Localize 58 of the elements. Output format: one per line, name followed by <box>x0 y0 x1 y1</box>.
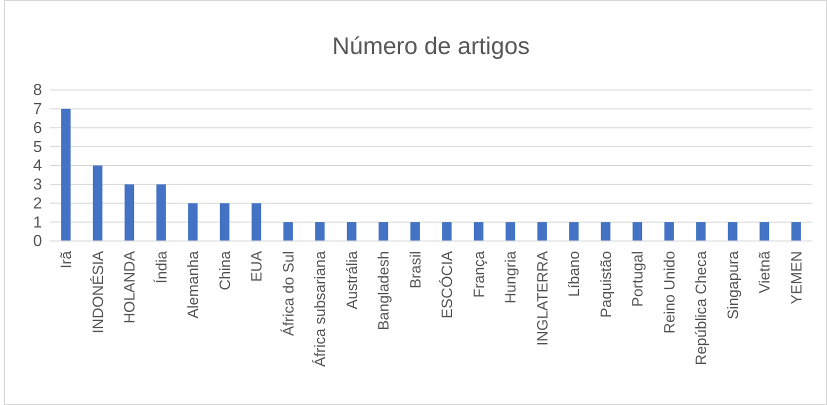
bar <box>474 222 484 241</box>
x-tick-label: Irã <box>58 250 76 269</box>
bar <box>92 166 102 241</box>
x-tick-label: Reino Unido <box>661 251 678 334</box>
x-tick-label: África subsariana <box>311 250 330 367</box>
x-tick-label: Hungria <box>502 250 520 304</box>
bar <box>600 222 610 241</box>
bar <box>791 222 801 241</box>
x-tick-label: China <box>216 250 234 290</box>
y-tick-label: 7 <box>33 100 42 118</box>
x-tick-label: Paquistão <box>598 251 615 318</box>
bar <box>696 222 706 241</box>
bar <box>283 222 293 241</box>
x-tick-label: INGLATERRA <box>534 251 552 346</box>
y-tick-label: 2 <box>33 195 42 212</box>
x-tick-label: Brasil <box>407 251 424 289</box>
x-tick-label: Singapura <box>724 250 742 320</box>
bar <box>442 222 452 241</box>
y-tick-label: 3 <box>33 176 42 194</box>
bar <box>220 203 230 241</box>
bar <box>506 222 516 241</box>
x-tick-label: Portugal <box>630 251 647 307</box>
bar <box>61 108 71 241</box>
y-tick-label: 4 <box>33 158 42 175</box>
y-tick-label: 0 <box>33 233 42 250</box>
bar <box>346 222 356 241</box>
y-tick-label: 5 <box>33 138 42 156</box>
x-tick-label: Bangladesh <box>376 251 393 330</box>
y-tick-label: 8 <box>33 82 42 100</box>
bar <box>664 222 674 241</box>
x-tick-label: YEMEN <box>788 251 806 304</box>
x-tick-label: EUA <box>248 251 266 282</box>
x-tick-label: Líbano <box>566 251 584 297</box>
bar <box>537 222 547 241</box>
bar <box>315 222 325 241</box>
x-tick-label: Alemanha <box>185 250 202 319</box>
x-tick-label: África do Sul <box>279 251 298 336</box>
chart-title: Número de artigos <box>332 33 530 60</box>
bar <box>760 222 770 241</box>
bar <box>252 203 262 241</box>
y-tick-label: 1 <box>33 214 42 232</box>
bar <box>124 184 134 241</box>
bar <box>728 222 738 241</box>
bar <box>569 222 579 241</box>
x-tick-label: ESCÓCIA <box>438 251 456 319</box>
x-tick-label: Austrália <box>344 250 361 310</box>
y-tick-label: 6 <box>33 120 42 137</box>
bar <box>156 184 166 241</box>
bar <box>410 222 420 241</box>
bar <box>378 222 388 241</box>
x-tick-label: HOLANDA <box>122 251 139 324</box>
x-tick-label: Vietnã <box>756 250 774 294</box>
x-tick-label: Índia <box>152 250 170 284</box>
bar <box>632 222 642 241</box>
x-tick-label: França <box>470 250 488 298</box>
bar <box>188 203 198 241</box>
x-tick-label: República Checa <box>693 250 710 366</box>
x-tick-label: INDONÉSIA <box>88 251 107 334</box>
